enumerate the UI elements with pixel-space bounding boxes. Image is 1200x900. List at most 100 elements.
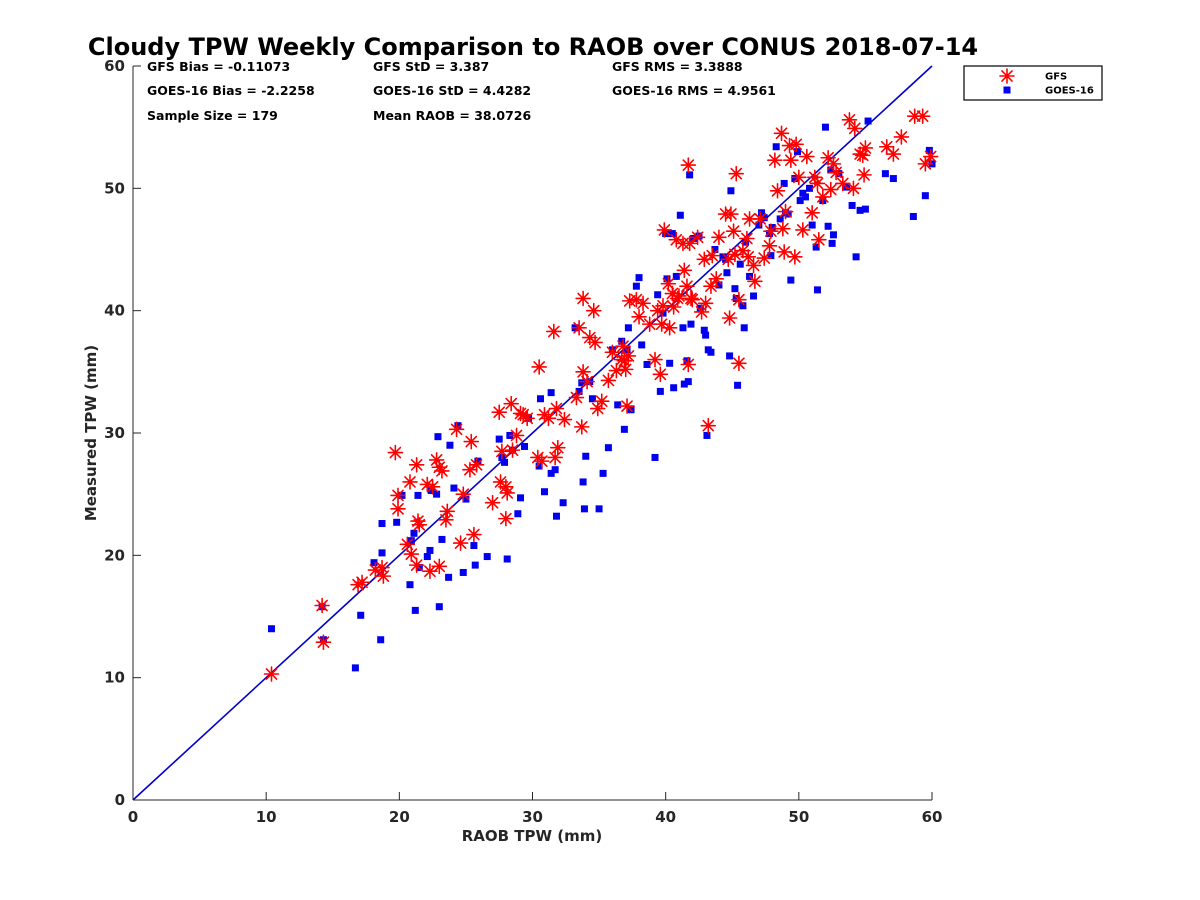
- gfs-point: [917, 156, 934, 172]
- gfs-point: [799, 148, 815, 165]
- gfs-point: [661, 319, 678, 336]
- gfs-point: [608, 362, 625, 379]
- gfs-point: [676, 262, 693, 279]
- gfs-point: [820, 149, 836, 166]
- stat-text: Mean RAOB = 38.0726: [373, 108, 531, 123]
- gfs-point: [728, 165, 745, 182]
- goes-16-point: [410, 529, 418, 537]
- goes-16-point: [835, 170, 843, 178]
- gfs-point: [893, 129, 910, 145]
- goes-16-point: [856, 206, 864, 214]
- goes-16-point: [540, 488, 548, 496]
- gfs-point: [693, 304, 710, 320]
- gfs-point: [484, 494, 501, 511]
- gfs-point: [540, 410, 557, 427]
- gfs-point: [374, 559, 390, 576]
- goes-16-point: [852, 253, 860, 261]
- gfs-point: [689, 229, 706, 246]
- gfs-point: [845, 180, 862, 197]
- goes-16-point: [848, 201, 856, 209]
- gfs-point: [740, 249, 757, 265]
- goes-16-point: [656, 387, 664, 395]
- goes-16-point: [861, 205, 869, 213]
- gfs-point: [571, 319, 587, 336]
- goes-16-point: [742, 238, 750, 246]
- gfs-point: [655, 297, 671, 314]
- goes-16-point: [459, 568, 467, 576]
- gfs-point: [408, 457, 425, 473]
- gfs-point: [635, 295, 651, 312]
- y-tick-label: 10: [104, 669, 125, 687]
- goes-16-point: [799, 189, 807, 197]
- goes-16-point: [805, 184, 813, 192]
- goes-16-point: [768, 223, 776, 231]
- goes-16-point: [578, 379, 586, 387]
- gfs-point: [727, 246, 743, 263]
- goes-16-point: [758, 209, 766, 217]
- gfs-point: [631, 308, 647, 325]
- goes-16-point: [755, 221, 763, 229]
- goes-16-point: [414, 491, 422, 499]
- gfs-point: [399, 536, 416, 553]
- goes-16-point: [707, 348, 715, 356]
- goes-16-point: [715, 281, 723, 289]
- gfs-point: [550, 439, 566, 456]
- goes-16-point: [351, 664, 359, 672]
- goes-16-point: [684, 378, 692, 386]
- gfs-point: [680, 157, 697, 173]
- gfs-point: [263, 666, 280, 682]
- gfs-point: [354, 574, 370, 591]
- goes-16-point: [377, 636, 385, 644]
- goes-16-point: [423, 553, 431, 561]
- gfs-point: [503, 395, 519, 412]
- gfs-point: [807, 169, 823, 186]
- gfs-point: [504, 442, 521, 458]
- gfs-point: [403, 546, 420, 562]
- gfs-point: [620, 348, 637, 364]
- points-layer: [263, 108, 939, 682]
- gfs-point: [390, 487, 406, 504]
- gfs-point: [424, 479, 441, 495]
- gfs-point: [747, 273, 763, 290]
- goes-16-point: [666, 359, 674, 367]
- goes-16-point: [791, 175, 799, 183]
- stat-text: GOES-16 RMS = 4.9561: [612, 83, 776, 98]
- goes-16-point: [921, 192, 929, 200]
- goes-16-point: [517, 494, 525, 502]
- y-tick-label: 40: [104, 302, 125, 320]
- gfs-point: [773, 125, 790, 142]
- goes-16-point: [734, 381, 742, 389]
- gfs-point: [857, 140, 874, 156]
- axes: 0 10 20 30 40 50 60 0 10 20 30 40 50 60: [104, 57, 942, 826]
- gfs-point: [613, 351, 630, 368]
- goes-16-point: [588, 395, 596, 403]
- y-tick-label: 30: [104, 424, 125, 442]
- goes-16-point: [604, 444, 612, 452]
- goes-16-point: [739, 302, 747, 310]
- gfs-point: [680, 356, 697, 373]
- goes-16-point: [450, 484, 458, 492]
- one-to-one-line: [132, 65, 933, 801]
- goes-16-point: [393, 518, 401, 526]
- gfs-point: [498, 510, 514, 527]
- gfs-point: [720, 251, 737, 268]
- goes-16-point: [672, 272, 680, 280]
- stat-text: GOES-16 StD = 4.4282: [373, 83, 531, 98]
- goes-16-point: [680, 380, 688, 388]
- stat-text: Sample Size = 179: [147, 108, 278, 123]
- goes-16-point: [595, 505, 603, 513]
- gfs-point: [922, 148, 939, 165]
- goes-16-point: [776, 215, 784, 223]
- goes-16-point: [471, 561, 479, 569]
- goes-16-point: [559, 499, 567, 507]
- gfs-point: [777, 203, 794, 220]
- goes-16-point: [378, 549, 386, 557]
- gfs-point: [647, 351, 663, 368]
- gfs-point: [828, 164, 844, 181]
- gfs-point: [568, 389, 585, 406]
- gfs-point: [617, 361, 634, 378]
- goes-16-point: [731, 285, 739, 293]
- x-axis-label: RAOB TPW (mm): [462, 827, 603, 845]
- stat-text: GFS Bias = -0.11073: [147, 59, 290, 74]
- goes-16-point: [579, 478, 587, 486]
